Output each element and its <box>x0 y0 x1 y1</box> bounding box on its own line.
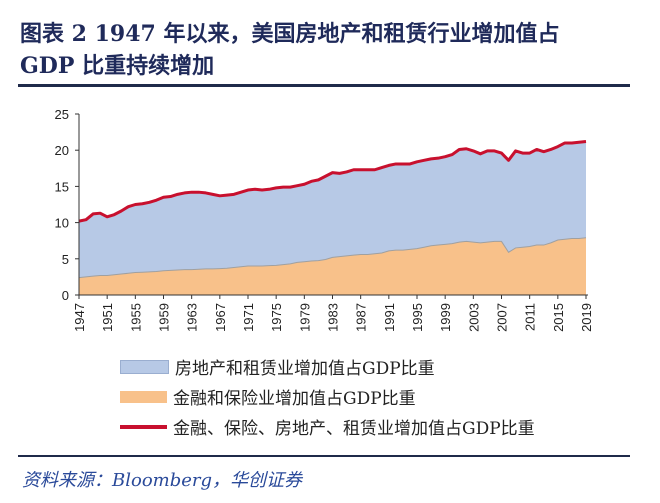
x-tick-label: 1963 <box>185 303 200 332</box>
source-divider <box>18 455 630 457</box>
x-tick-label: 1967 <box>213 303 228 332</box>
legend-item-total: 金融、保险、房地产、租赁业增加值占GDP比重 <box>120 414 535 439</box>
legend-swatch-orange <box>120 390 167 403</box>
x-tick-label: 1951 <box>100 303 115 332</box>
x-tick-label: 1983 <box>326 303 341 332</box>
finance-boundary-line <box>78 237 587 279</box>
total-series-line <box>78 140 587 223</box>
y-tick-label: 20 <box>55 143 69 158</box>
legend-swatch-blue <box>120 359 169 374</box>
x-tick-label: 1987 <box>354 303 369 332</box>
x-tick-label: 1959 <box>157 303 172 332</box>
y-tick-label: 0 <box>62 288 69 303</box>
x-tick-label: 1955 <box>128 303 143 332</box>
x-tick-label: 1999 <box>438 303 453 332</box>
x-tick-label: 2011 <box>523 303 538 331</box>
x-tick-label: 2015 <box>551 303 566 332</box>
figure-title-line2: GDP 比重持续增加 <box>20 53 215 79</box>
x-tick-label: 2003 <box>466 303 481 332</box>
y-tick-label: 15 <box>55 179 69 194</box>
finance-area <box>79 237 586 295</box>
source-note: 资料来源：Bloomberg，华创证券 <box>22 470 303 491</box>
x-tick-label: 2007 <box>495 303 510 332</box>
legend-label: 金融和保险业增加值占GDP比重 <box>173 389 416 409</box>
x-tick-label: 1947 <box>72 303 87 332</box>
x-tick-label: 1975 <box>269 303 284 332</box>
y-tick-label: 5 <box>62 252 69 267</box>
x-tick-label: 1979 <box>297 303 312 332</box>
x-tick-label: 2019 <box>579 303 594 332</box>
y-tick-label: 10 <box>55 216 69 231</box>
x-tick-label: 1995 <box>410 303 425 332</box>
legend-label: 金融、保险、房地产、租赁业增加值占GDP比重 <box>173 419 535 439</box>
x-tick-label: 1991 <box>382 303 397 332</box>
y-tick-label: 25 <box>55 107 69 122</box>
title-divider <box>18 84 630 87</box>
x-tick-label: 1971 <box>241 303 256 332</box>
legend-label: 房地产和租赁业增加值占GDP比重 <box>175 359 435 379</box>
legend-item-real-estate: 房地产和租赁业增加值占GDP比重 <box>120 354 435 379</box>
legend-item-finance: 金融和保险业增加值占GDP比重 <box>120 384 416 409</box>
legend-swatch-red-line <box>120 424 167 429</box>
figure-title-line1: 图表 2 1947 年以来，美国房地产和租赁行业增加值占 <box>20 21 560 47</box>
real-estate-area <box>79 141 586 278</box>
